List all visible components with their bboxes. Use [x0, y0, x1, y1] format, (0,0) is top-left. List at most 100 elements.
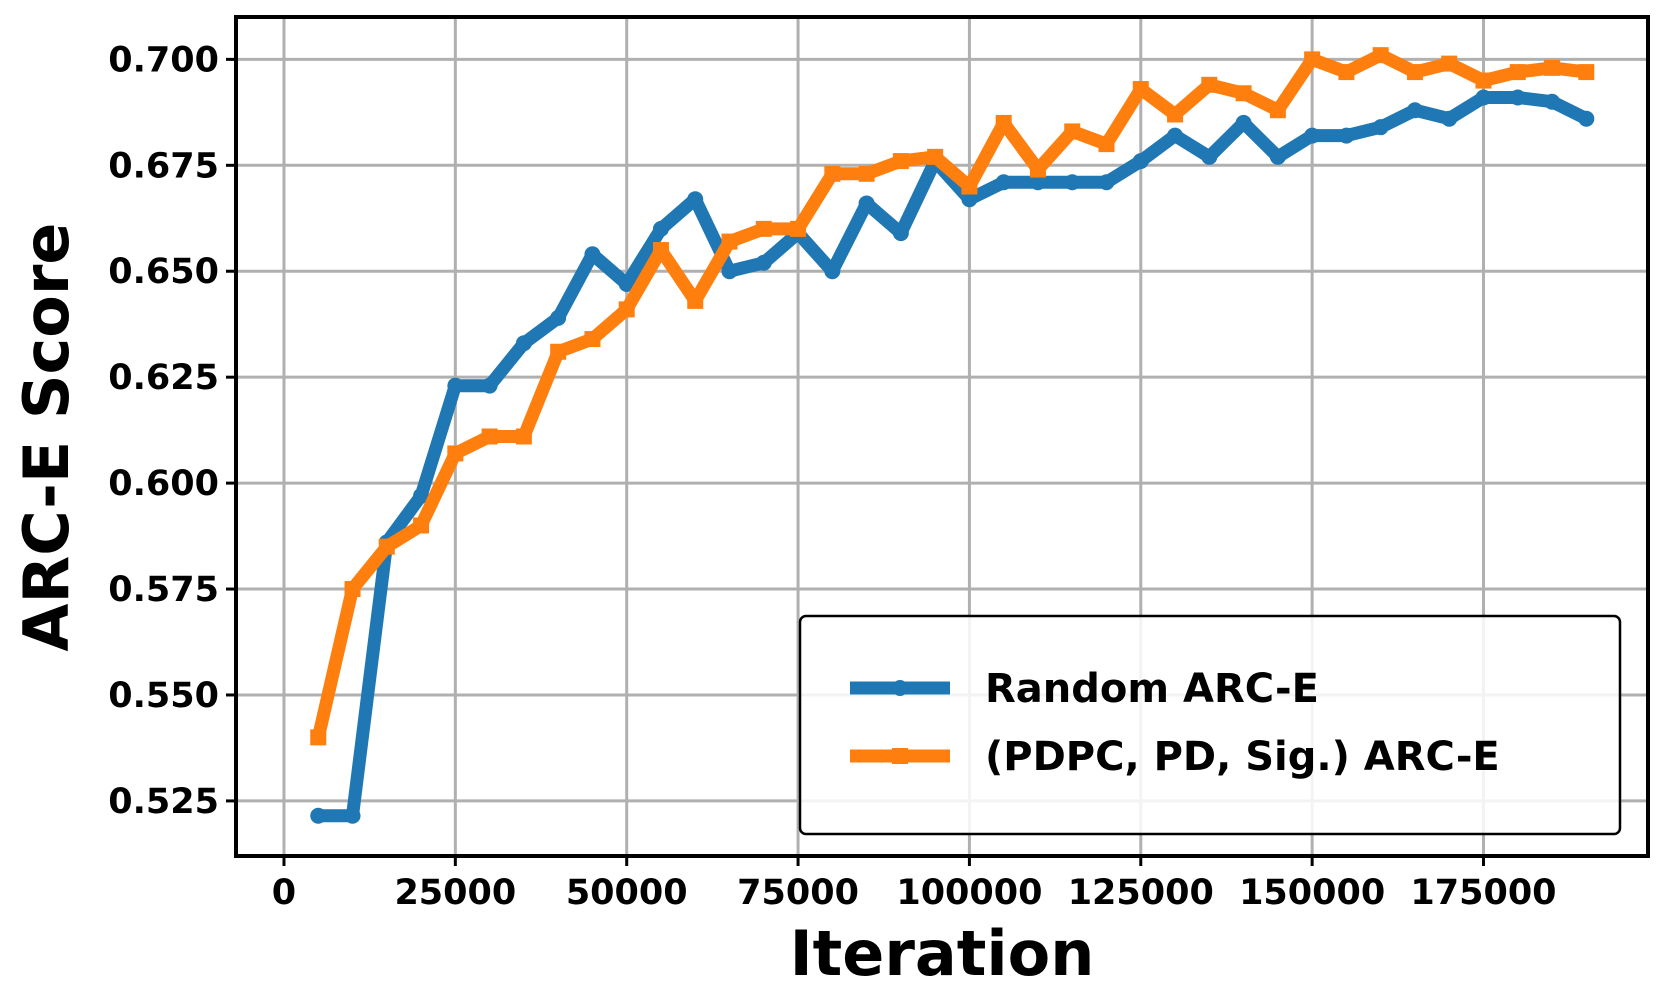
data-point	[1544, 93, 1561, 110]
data-point	[1509, 89, 1526, 106]
y-tick-label: 0.525	[108, 782, 219, 822]
y-tick-label: 0.625	[108, 358, 219, 398]
legend: Random ARC-E (PDPC, PD, Sig.) ARC-E	[798, 614, 1622, 836]
legend-swatch-marker	[892, 748, 908, 764]
data-point	[515, 335, 532, 352]
data-point	[413, 487, 430, 504]
data-point	[1167, 127, 1184, 144]
data-point	[1406, 102, 1423, 119]
x-tick-label: 75000	[737, 873, 859, 913]
y-tick-label: 0.550	[108, 676, 219, 716]
data-point	[1029, 161, 1046, 178]
data-point	[687, 191, 704, 208]
x-tick-label: 175000	[1410, 873, 1556, 913]
data-point	[755, 220, 772, 237]
data-point	[1509, 64, 1526, 81]
data-point	[447, 377, 464, 394]
data-point	[1372, 119, 1389, 136]
data-point	[995, 174, 1012, 191]
series-2	[310, 47, 1595, 746]
data-point	[1235, 114, 1252, 131]
y-tick-label: 0.650	[108, 252, 219, 292]
x-tick-label: 125000	[1068, 873, 1214, 913]
data-point	[1475, 72, 1492, 89]
data-point	[1201, 76, 1218, 93]
data-point	[584, 246, 601, 263]
x-tick-label: 0	[272, 873, 296, 913]
data-point	[652, 242, 669, 259]
data-point	[892, 225, 909, 242]
data-point	[310, 807, 327, 824]
data-point	[961, 178, 978, 195]
data-point	[755, 254, 772, 271]
data-point	[1098, 136, 1115, 153]
data-point	[1235, 85, 1252, 102]
data-point	[858, 195, 875, 212]
data-point	[1475, 89, 1492, 106]
data-point	[1441, 55, 1458, 72]
data-point	[995, 114, 1012, 131]
data-point	[721, 233, 738, 250]
x-tick-label: 100000	[896, 873, 1042, 913]
data-point	[1167, 106, 1184, 123]
data-point	[1406, 64, 1423, 81]
data-point	[1029, 174, 1046, 191]
y-tick-label: 0.575	[108, 570, 219, 610]
y-tick-label: 0.700	[108, 40, 219, 80]
legend-label: (PDPC, PD, Sig.) ARC-E	[985, 734, 1500, 780]
y-axis-ticks: 0.525 0.550 0.575 0.600 0.625 0.650 0.675 0.700	[108, 40, 236, 822]
data-point	[413, 517, 430, 534]
data-point	[1338, 64, 1355, 81]
data-point	[378, 538, 395, 555]
data-point	[1372, 47, 1389, 64]
data-point	[1269, 102, 1286, 119]
x-tick-label: 25000	[394, 873, 516, 913]
data-point	[1064, 123, 1081, 140]
data-point	[652, 220, 669, 237]
data-point	[1544, 59, 1561, 76]
data-point	[550, 309, 567, 326]
data-point	[550, 343, 567, 360]
x-axis-ticks: 0 25000 50000 75000 100000 125000 150000 175000	[272, 856, 1557, 913]
data-point	[1304, 127, 1321, 144]
data-point	[1578, 64, 1595, 81]
data-point	[790, 220, 807, 237]
legend-label: Random ARC-E	[985, 666, 1319, 712]
x-axis-label: Iteration	[790, 917, 1095, 990]
data-point	[447, 445, 464, 462]
data-point	[927, 148, 944, 165]
data-point	[687, 292, 704, 309]
data-point	[892, 153, 909, 170]
data-point	[344, 581, 361, 598]
data-point	[344, 807, 361, 824]
data-point	[824, 263, 841, 280]
y-tick-label: 0.600	[108, 464, 219, 504]
data-point	[1304, 51, 1321, 68]
data-point	[1201, 148, 1218, 165]
data-point	[1338, 127, 1355, 144]
y-tick-label: 0.675	[108, 146, 219, 186]
data-point	[1098, 174, 1115, 191]
data-point	[310, 729, 327, 746]
x-tick-label: 150000	[1239, 873, 1385, 913]
data-point	[1441, 110, 1458, 127]
data-point	[1578, 110, 1595, 127]
data-point	[584, 331, 601, 348]
data-point	[858, 165, 875, 182]
y-axis-label: ARC-E Score	[10, 223, 83, 652]
data-point	[618, 275, 635, 292]
data-point	[1269, 148, 1286, 165]
series-layer	[310, 47, 1595, 824]
legend-box	[798, 614, 1622, 836]
data-point	[481, 428, 498, 445]
data-point	[721, 263, 738, 280]
data-point	[961, 191, 978, 208]
plot-frame	[234, 15, 1650, 858]
data-point	[515, 428, 532, 445]
data-point	[1132, 153, 1149, 170]
x-tick-label: 50000	[566, 873, 688, 913]
data-point	[1132, 81, 1149, 98]
legend-swatch-marker	[892, 680, 908, 696]
data-point	[618, 301, 635, 318]
